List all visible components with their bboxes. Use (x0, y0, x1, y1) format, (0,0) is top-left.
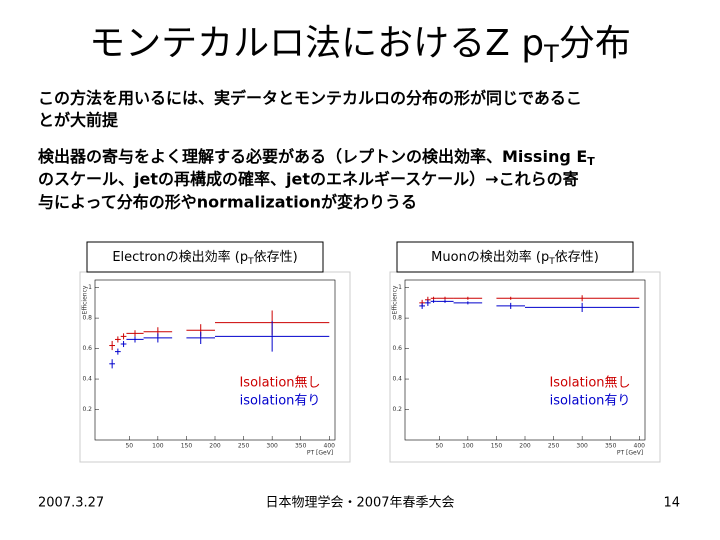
x-tick-label: 400 (324, 443, 336, 450)
title-text: モンテカルロ法におけるZ p (89, 23, 544, 64)
footer-venue: 日本物理学会・2007年春季大会 (265, 495, 454, 511)
x-tick-label: 350 (605, 443, 617, 450)
chart-title: Electronの検出効率 (pT依存性) (112, 249, 297, 267)
body-text: 検出器の寄与をよく理解する必要がある（レプトンの検出効率、Missing E (38, 147, 587, 166)
y-tick-label: 0.2 (392, 406, 402, 413)
chart-frame (79, 271, 351, 463)
x-tick-label: 150 (181, 443, 193, 450)
body-text: 検出器の寄与をよく理解する必要がある（レプトンの検出効率、Missing ET (38, 147, 595, 169)
footer-page: 14 (663, 496, 680, 511)
x-tick-label: 50 (435, 443, 443, 450)
y-tick-label: 0.4 (392, 376, 402, 383)
y-tick-label: 1 (398, 284, 402, 291)
x-axis-label: PT [GeV] (617, 450, 643, 457)
chart-title-box (86, 241, 324, 273)
y-axis-label: Efficiency (392, 285, 399, 314)
chart-title-text: Electronの検出効率 (p (112, 249, 248, 265)
slide-title: モンテカルロ法におけるZ pT分布 (89, 23, 631, 68)
y-tick-label: 0.6 (82, 345, 92, 352)
title-sub: T (543, 40, 559, 68)
y-tick-label: 0.8 (82, 315, 92, 322)
x-tick-label: 300 (266, 443, 278, 450)
chart-title-sub: T (247, 257, 254, 267)
chart-title-text: 依存性) (254, 250, 298, 265)
chart-title-text: Muonの検出効率 (p (431, 249, 549, 265)
x-axis-label: PT [GeV] (307, 450, 333, 457)
x-tick-label: 150 (491, 443, 503, 450)
x-tick-label: 100 (152, 443, 164, 450)
body-text: この方法を用いるには、実データとモンテカルロの分布の形が同じであるこ (38, 89, 582, 108)
x-tick-label: 200 (209, 443, 221, 450)
body-text: のスケール、jetの再構成の確率、jetのエネルギースケール）→これらの寄 (38, 170, 579, 189)
x-tick-label: 200 (519, 443, 531, 450)
title-text: 分布 (559, 23, 631, 64)
x-tick-label: 350 (295, 443, 307, 450)
x-tick-label: 300 (576, 443, 588, 450)
footer-date: 2007.3.27 (38, 496, 104, 511)
y-tick-label: 0.4 (82, 376, 92, 383)
chart-title-box (396, 241, 634, 273)
chart-title-sub: T (548, 257, 555, 267)
legend-label: isolation有り (240, 394, 321, 409)
x-tick-label: 400 (634, 443, 646, 450)
legend-label: isolation有り (550, 394, 631, 409)
y-tick-label: 0.6 (392, 345, 402, 352)
y-tick-label: 0.8 (392, 315, 402, 322)
x-tick-label: 50 (125, 443, 133, 450)
body-text: 与によって分布の形やnormalizationが変わりうる (38, 193, 417, 212)
y-tick-label: 0.2 (82, 406, 92, 413)
y-tick-label: 1 (88, 284, 92, 291)
x-tick-label: 250 (548, 443, 560, 450)
chart-title: Muonの検出効率 (pT依存性) (431, 249, 599, 267)
legend-label: Isolation無し (549, 376, 630, 391)
chart-frame (389, 271, 661, 463)
body-sub: T (587, 155, 595, 168)
x-tick-label: 100 (462, 443, 474, 450)
legend-label: Isolation無し (239, 376, 320, 391)
chart-title-text: 依存性) (555, 250, 599, 265)
y-axis-label: Efficiency (82, 285, 89, 314)
body-text: とが大前提 (38, 111, 119, 130)
x-tick-label: 250 (238, 443, 250, 450)
